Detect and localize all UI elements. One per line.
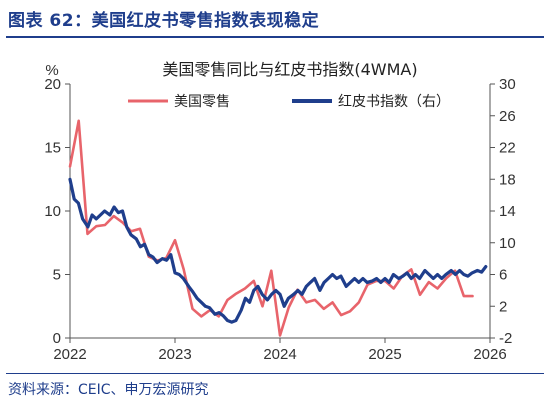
- legend: 美国零售 红皮书指数（右）: [128, 94, 450, 110]
- legend-label-1: 红皮书指数（右）: [338, 94, 450, 110]
- x-tick-label: 2025: [368, 346, 401, 363]
- y-left-tick-label: 5: [53, 267, 61, 284]
- x-tick-label: 2022: [53, 346, 86, 363]
- x-tick-label: 2023: [158, 346, 191, 363]
- y-left-tick-label: 10: [44, 203, 61, 220]
- y-left-unit-label: %: [45, 62, 58, 79]
- y-right-tick-label: 10: [499, 235, 516, 252]
- title-divider: [6, 36, 544, 38]
- series-layer: [68, 119, 488, 337]
- y-left-tick-label: 15: [44, 140, 61, 157]
- y-right-tick-label: 14: [499, 203, 516, 220]
- source-note: 资料来源：CEIC、申万宏源研究: [8, 382, 209, 398]
- y-right-tick-label: 22: [499, 140, 516, 157]
- y-right-tick-label: 2: [499, 298, 507, 315]
- y-right-tick-label: 26: [499, 108, 516, 125]
- figure-title: 图表 62：美国红皮书零售指数表现稳定: [8, 11, 320, 31]
- source-divider: [6, 373, 544, 374]
- x-tick-label: 2024: [263, 346, 296, 363]
- series-line-0: [68, 119, 474, 337]
- y-right-tick-label: 6: [499, 267, 507, 284]
- chart-title: 美国零售同比与红皮书指数(4WMA): [162, 60, 417, 79]
- y-right-tick-label: 18: [499, 171, 516, 188]
- y-right-tick-label: 30: [499, 76, 516, 93]
- series-line-1: [68, 177, 488, 324]
- y-left-tick-label: 0: [53, 330, 61, 347]
- x-tick-label: 2026: [473, 346, 506, 363]
- line-chart: 美国零售同比与红皮书指数(4WMA) % 美国零售 红皮书指数（右） 0 5 10 15…: [44, 60, 515, 363]
- y-right-tick-label: -2: [499, 330, 512, 347]
- legend-label-0: 美国零售: [174, 94, 230, 110]
- y-left-tick-label: 20: [44, 76, 61, 93]
